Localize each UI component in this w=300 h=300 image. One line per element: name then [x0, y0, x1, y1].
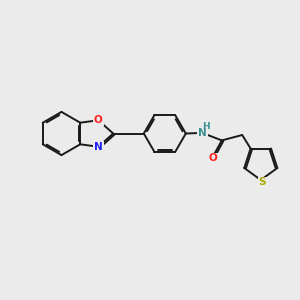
Text: O: O: [208, 153, 217, 164]
Text: N: N: [198, 128, 207, 138]
Text: S: S: [259, 177, 266, 188]
Text: O: O: [94, 115, 103, 125]
Text: H: H: [202, 122, 210, 131]
Text: N: N: [94, 142, 103, 152]
